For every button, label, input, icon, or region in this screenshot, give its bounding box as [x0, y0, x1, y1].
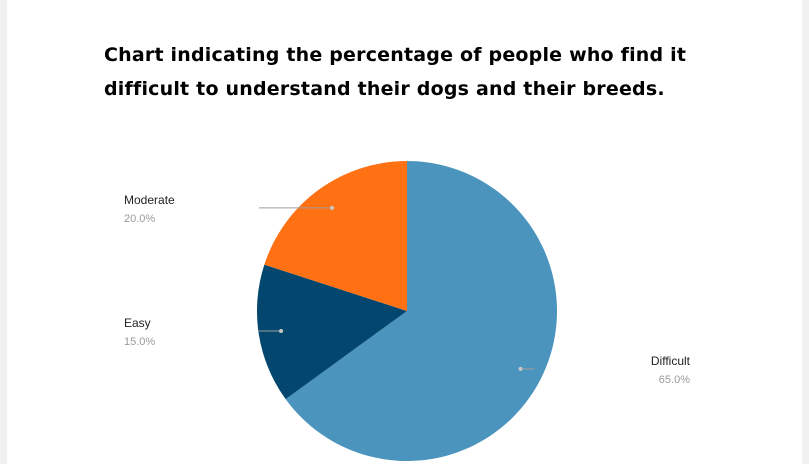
pie-slice-difficult [285, 161, 558, 461]
chart-title: Chart indicating the percentage of peopl… [104, 44, 687, 100]
slice-label-difficult: Difficult [651, 354, 691, 368]
slice-value-easy: 15.0% [124, 336, 155, 348]
leader-dot-easy [279, 328, 284, 333]
slice-label-moderate: Moderate [124, 193, 175, 207]
slice-label-easy: Easy [124, 316, 151, 330]
slice-value-difficult: 65.0% [659, 374, 690, 386]
slice-value-moderate: 20.0% [124, 213, 155, 225]
leader-dot-difficult [518, 366, 523, 371]
pie-slice-easy [257, 264, 407, 400]
pie-slice-moderate [264, 161, 407, 311]
leader-dot-moderate [330, 205, 335, 210]
